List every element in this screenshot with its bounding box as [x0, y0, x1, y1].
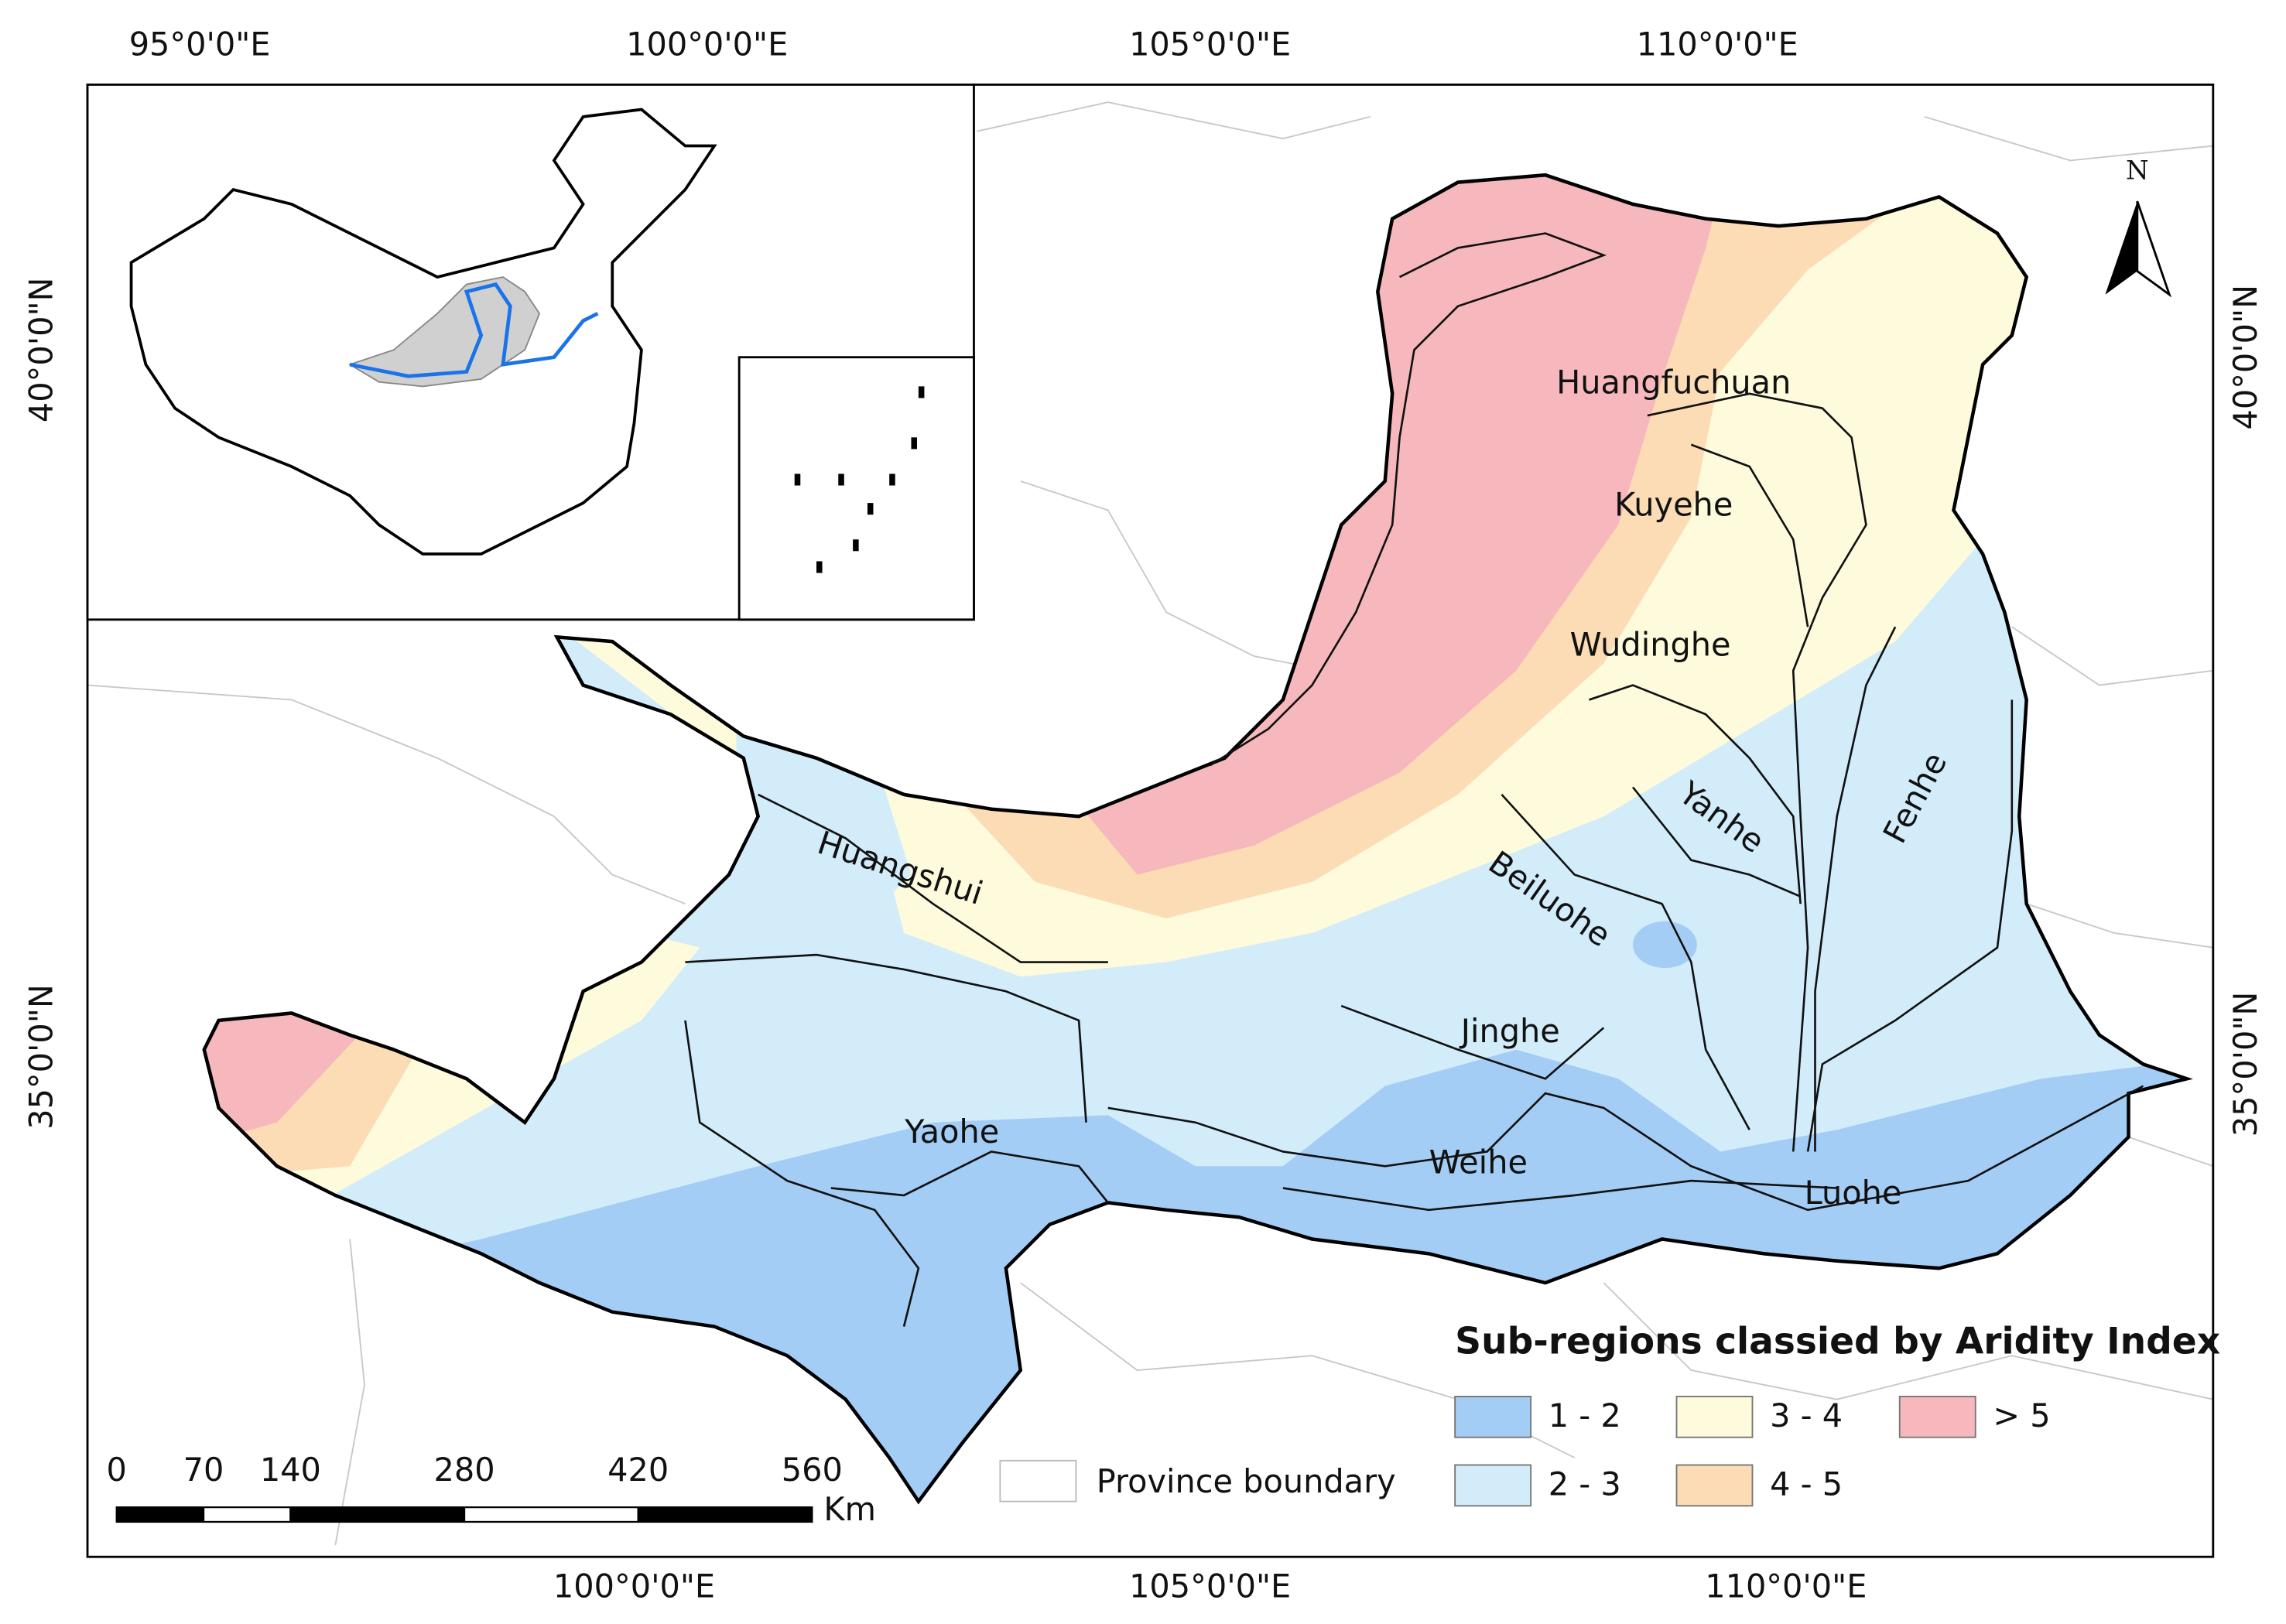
province-boundary	[553, 815, 686, 905]
longitude-label: 105°0'0"E	[1129, 1568, 1291, 1605]
latitude-label: 35°0'0"N	[2227, 992, 2264, 1137]
legend-swatch	[1898, 1396, 1976, 1438]
river	[758, 793, 1108, 963]
inset-island	[889, 474, 895, 486]
province-boundary	[334, 1239, 365, 1546]
aridity-zone	[204, 991, 387, 1152]
latitude-label: 40°0'0"N	[2227, 285, 2264, 430]
legend-swatch	[999, 1459, 1077, 1503]
river-label: Weihe	[1429, 1144, 1528, 1181]
longitude-label: 95°0'0"E	[129, 26, 271, 63]
province-boundary	[1020, 480, 1254, 657]
river	[1647, 392, 1867, 1152]
rivers	[202, 173, 2193, 1505]
inset-island	[816, 561, 823, 573]
river	[1690, 443, 1809, 627]
inset-basin	[347, 276, 541, 388]
scale-label: 70	[183, 1451, 224, 1489]
river-label: Yaohe	[904, 1113, 999, 1150]
river	[1631, 786, 1802, 897]
legend-swatch	[1675, 1464, 1754, 1507]
river	[1340, 1004, 1605, 1080]
map-frame	[86, 84, 2215, 1558]
scale-unit: Km	[823, 1491, 876, 1528]
inset-river	[349, 282, 599, 378]
scale-segment	[289, 1506, 466, 1523]
longitude-label: 100°0'0"E	[553, 1568, 715, 1605]
north-arrow-left	[2105, 201, 2137, 295]
inset-island	[794, 474, 801, 486]
scale-label: 560	[782, 1451, 843, 1489]
legend-label: 2 - 3	[1549, 1466, 1621, 1503]
inset-island	[918, 386, 925, 398]
scale-label: 280	[433, 1451, 495, 1489]
province-boundaries	[87, 101, 2214, 1546]
river	[1282, 1179, 1837, 1212]
legend-label: 3 - 4	[1770, 1397, 1843, 1434]
river-label: Huangfuchuan	[1556, 364, 1791, 402]
longitude-label: 100°0'0"E	[626, 26, 788, 63]
province-boundary	[2011, 626, 2213, 686]
river-label: Kuyehe	[1614, 487, 1733, 524]
province-boundary	[87, 684, 555, 817]
basin-outline	[202, 173, 2193, 1505]
legend-label: 4 - 5	[1770, 1466, 1843, 1503]
inset-island	[911, 437, 917, 450]
legend-swatch	[1454, 1464, 1532, 1507]
river	[1589, 684, 1802, 904]
scale-segment	[463, 1506, 639, 1523]
north-label: N	[2126, 155, 2149, 185]
river	[1814, 626, 1897, 1152]
inset-island	[867, 503, 874, 515]
river	[1806, 699, 2014, 1152]
river-label: Wudinghe	[1570, 627, 1731, 664]
legend-swatch	[1454, 1396, 1532, 1438]
legend-label: 1 - 2	[1549, 1397, 1621, 1434]
legend-label: Province boundary	[1097, 1463, 1396, 1500]
latitude-label: 35°0'0"N	[23, 984, 60, 1130]
scale-segment	[637, 1506, 813, 1523]
inset-island	[838, 474, 844, 486]
longitude-label: 110°0'0"E	[1637, 26, 1798, 63]
inset-south-china-sea	[737, 356, 975, 621]
province-boundary	[2128, 1136, 2214, 1168]
legend-label: > 5	[1993, 1397, 2050, 1434]
legend-title: Sub-regions classied by Aridity Index	[1455, 1321, 2220, 1363]
river	[685, 953, 1087, 1123]
river-label: Luohe	[1805, 1174, 1902, 1212]
river	[830, 1150, 1109, 1204]
aridity-zone	[1633, 921, 1697, 969]
north-arrow-right	[2136, 200, 2172, 298]
river	[1209, 232, 1607, 767]
legend-swatch	[1675, 1396, 1754, 1438]
longitude-label: 110°0'0"E	[1705, 1568, 1867, 1605]
scale-segment	[202, 1506, 292, 1523]
scale-segment	[115, 1506, 205, 1523]
inset-island	[853, 539, 859, 552]
scale-label: 420	[607, 1451, 669, 1489]
river	[1107, 1085, 2144, 1212]
province-boundary	[1924, 115, 2213, 162]
province-boundary	[977, 101, 1371, 140]
river	[684, 1020, 920, 1327]
river-label: Jinghe	[1459, 1013, 1560, 1050]
latitude-label: 40°0'0"N	[23, 277, 60, 422]
province-boundary	[2026, 903, 2213, 949]
longitude-label: 105°0'0"E	[1129, 26, 1291, 63]
scale-label: 140	[260, 1451, 321, 1489]
province-boundary	[1603, 1282, 2214, 1400]
river	[1501, 794, 1750, 1130]
scale-label: 0	[107, 1451, 127, 1489]
